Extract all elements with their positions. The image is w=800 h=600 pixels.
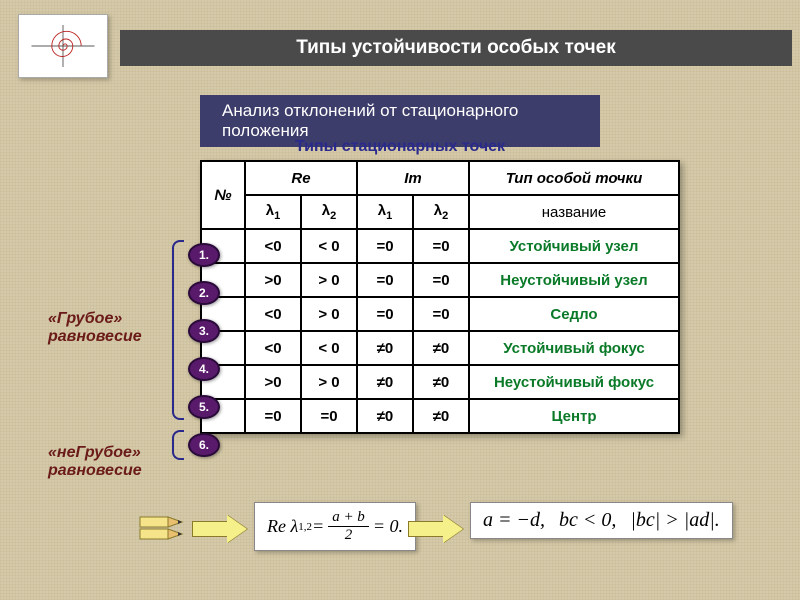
col-lambda2-im: λ2 bbox=[413, 195, 469, 229]
col-lambda1-im: λ1 bbox=[357, 195, 413, 229]
col-re: Re bbox=[245, 161, 357, 195]
stability-table: № Re Im Тип особой точки λ1 λ2 λ1 λ2 наз… bbox=[200, 160, 680, 434]
table-title: Типы стационарных точек bbox=[295, 138, 505, 156]
col-lambda1-re: λ1 bbox=[245, 195, 301, 229]
table-row: <0< 0≠0≠0Устойчивый фокус bbox=[201, 331, 679, 365]
row-badge: 2. bbox=[188, 281, 220, 305]
table-row: <0< 0=0=0Устойчивый узел bbox=[201, 229, 679, 263]
brace-icon bbox=[172, 240, 184, 420]
row-badge: 4. bbox=[188, 357, 220, 381]
col-im: Im bbox=[357, 161, 469, 195]
row-badge: 3. bbox=[188, 319, 220, 343]
page-title: Типы устойчивости особых точек bbox=[120, 30, 792, 66]
table-row: =0=0≠0≠0Центр bbox=[201, 399, 679, 433]
col-type: Тип особой точки bbox=[469, 161, 679, 195]
formula-conditions: a = −d, bc < 0, |bc| > |ad|. bbox=[470, 502, 733, 539]
table-row: >0> 0≠0≠0Неустойчивый фокус bbox=[201, 365, 679, 399]
col-num: № bbox=[201, 161, 245, 229]
coarse-label: «Грубое»равновесие bbox=[48, 310, 142, 346]
col-lambda2-re: λ2 bbox=[301, 195, 357, 229]
row-badge: 1. bbox=[188, 243, 220, 267]
col-name-label: название bbox=[469, 195, 679, 229]
table-row: <0> 0=0=0Седло bbox=[201, 297, 679, 331]
noncoarse-label: «неГрубое»равновесие bbox=[48, 444, 142, 480]
formula-re-lambda: Re λ1,2 = a + b2 = 0. bbox=[254, 502, 416, 551]
row-badge: 6. bbox=[188, 433, 220, 457]
arrow-icon bbox=[408, 515, 464, 543]
brace-icon bbox=[172, 430, 184, 460]
table-row: >0> 0=0=0Неустойчивый узел bbox=[201, 263, 679, 297]
row-badge: 5. bbox=[188, 395, 220, 419]
pencil-icon bbox=[138, 505, 186, 545]
spiral-logo bbox=[18, 14, 108, 78]
arrow-icon bbox=[192, 515, 248, 543]
